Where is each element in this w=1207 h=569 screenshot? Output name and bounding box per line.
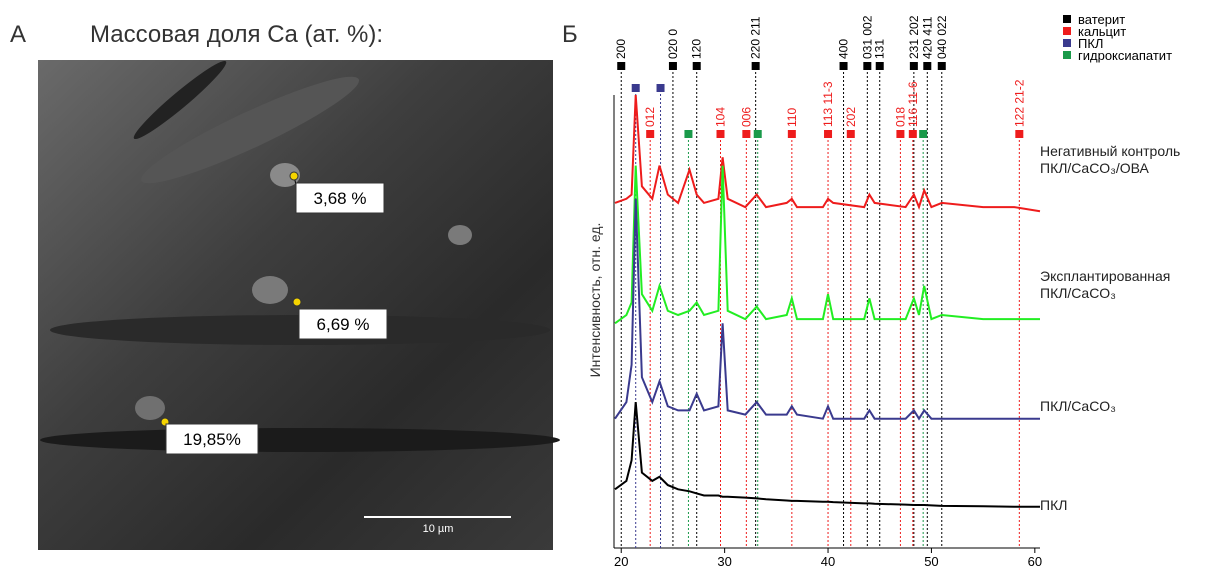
phase-peak-label: 012 bbox=[643, 107, 657, 127]
phase-marker bbox=[824, 130, 833, 138]
x-tick-label: 50 bbox=[924, 554, 938, 569]
phase-marker bbox=[668, 62, 677, 70]
phase-marker bbox=[684, 130, 693, 138]
legend-label: ватерит bbox=[1078, 12, 1125, 27]
legend-label: кальцит bbox=[1078, 24, 1126, 39]
phase-marker bbox=[716, 130, 725, 138]
panel-label: А bbox=[10, 21, 26, 48]
phase-marker bbox=[875, 62, 884, 70]
x-tick-label: 60 bbox=[1028, 554, 1042, 569]
panel-label: Б bbox=[562, 21, 578, 48]
phase-marker bbox=[751, 62, 760, 70]
scale-bar: 10 µm bbox=[423, 523, 454, 535]
phase-marker bbox=[656, 84, 665, 92]
phase-marker bbox=[896, 130, 905, 138]
series-label: Эксплантированная ПКЛ/CaCO₃ bbox=[1040, 268, 1171, 301]
series-label: ПКЛ bbox=[1040, 497, 1068, 513]
series-line bbox=[614, 165, 1040, 325]
phase-marker bbox=[692, 62, 701, 70]
phase-marker bbox=[839, 62, 848, 70]
series-line bbox=[614, 402, 1040, 508]
phase-marker bbox=[923, 62, 932, 70]
callouts: 3,68 % 6,69 % 19,85% 10 µm bbox=[160, 171, 511, 535]
x-tick-label: 30 bbox=[717, 554, 731, 569]
phase-marker bbox=[908, 130, 917, 138]
phase-marker bbox=[937, 62, 946, 70]
legend-swatch bbox=[1063, 15, 1071, 23]
phase-marker bbox=[1015, 130, 1024, 138]
legend-label: гидроксиапатит bbox=[1078, 48, 1172, 63]
phase-peak-label: 420 411 bbox=[920, 16, 934, 59]
series-label: Негативный контроль ПКЛ/CaCO₃/ОВА bbox=[1040, 143, 1181, 176]
phase-peak-label: 400 bbox=[837, 39, 851, 59]
phase-peak-label: 113 11-3 bbox=[821, 81, 835, 127]
phase-marker bbox=[742, 130, 751, 138]
legend-swatch bbox=[1063, 51, 1071, 59]
phase-marker bbox=[753, 130, 762, 138]
phase-marker bbox=[919, 130, 928, 138]
phase-peak-label: 131 bbox=[873, 39, 887, 59]
phase-marker bbox=[846, 130, 855, 138]
phase-peak-label: 104 bbox=[714, 107, 728, 127]
phase-peak-label: 040 022 bbox=[935, 15, 949, 59]
series-label: ПКЛ/CaCO₃ bbox=[1040, 398, 1116, 414]
annotation: 6,69 % bbox=[317, 315, 370, 334]
legend-swatch bbox=[1063, 27, 1071, 35]
annotation: 3,68 % bbox=[314, 189, 367, 208]
phase-marker bbox=[787, 130, 796, 138]
series-line bbox=[614, 94, 1041, 213]
phase-peak-label: 018 bbox=[893, 107, 907, 127]
phase-marker bbox=[646, 130, 655, 138]
phase-peak-label: 116 11-6 bbox=[906, 81, 920, 127]
phase-peak-label: 006 bbox=[739, 107, 753, 127]
series-line bbox=[614, 198, 1040, 421]
y-axis-label: Интенсивность, отн. ед. bbox=[587, 223, 603, 378]
legend-label: ПКЛ bbox=[1078, 36, 1103, 51]
phase-peak-label: 120 bbox=[690, 39, 704, 59]
phase-peak-label: 231 202 bbox=[907, 15, 921, 59]
phase-peak-label: 110 bbox=[785, 108, 799, 127]
phase-peak-label: 122 21-2 bbox=[1012, 79, 1026, 127]
phase-peak-label: 202 bbox=[844, 107, 858, 127]
phase-marker bbox=[909, 62, 918, 70]
panel-title: Массовая доля Ca (ат. %): bbox=[90, 21, 383, 48]
annotation: 19,85% bbox=[183, 430, 241, 449]
phase-peak-label: 220 211 bbox=[749, 16, 763, 59]
legend-swatch bbox=[1063, 39, 1071, 47]
phase-peak-label: 031 002 bbox=[860, 15, 874, 59]
phase-marker bbox=[863, 62, 872, 70]
phase-marker bbox=[617, 62, 626, 70]
phase-peak-label: 200 bbox=[614, 39, 628, 59]
phase-peak-label: 020 0 bbox=[666, 29, 680, 59]
phase-marker bbox=[631, 84, 640, 92]
x-tick-label: 20 bbox=[614, 554, 628, 569]
x-tick-label: 40 bbox=[821, 554, 835, 569]
